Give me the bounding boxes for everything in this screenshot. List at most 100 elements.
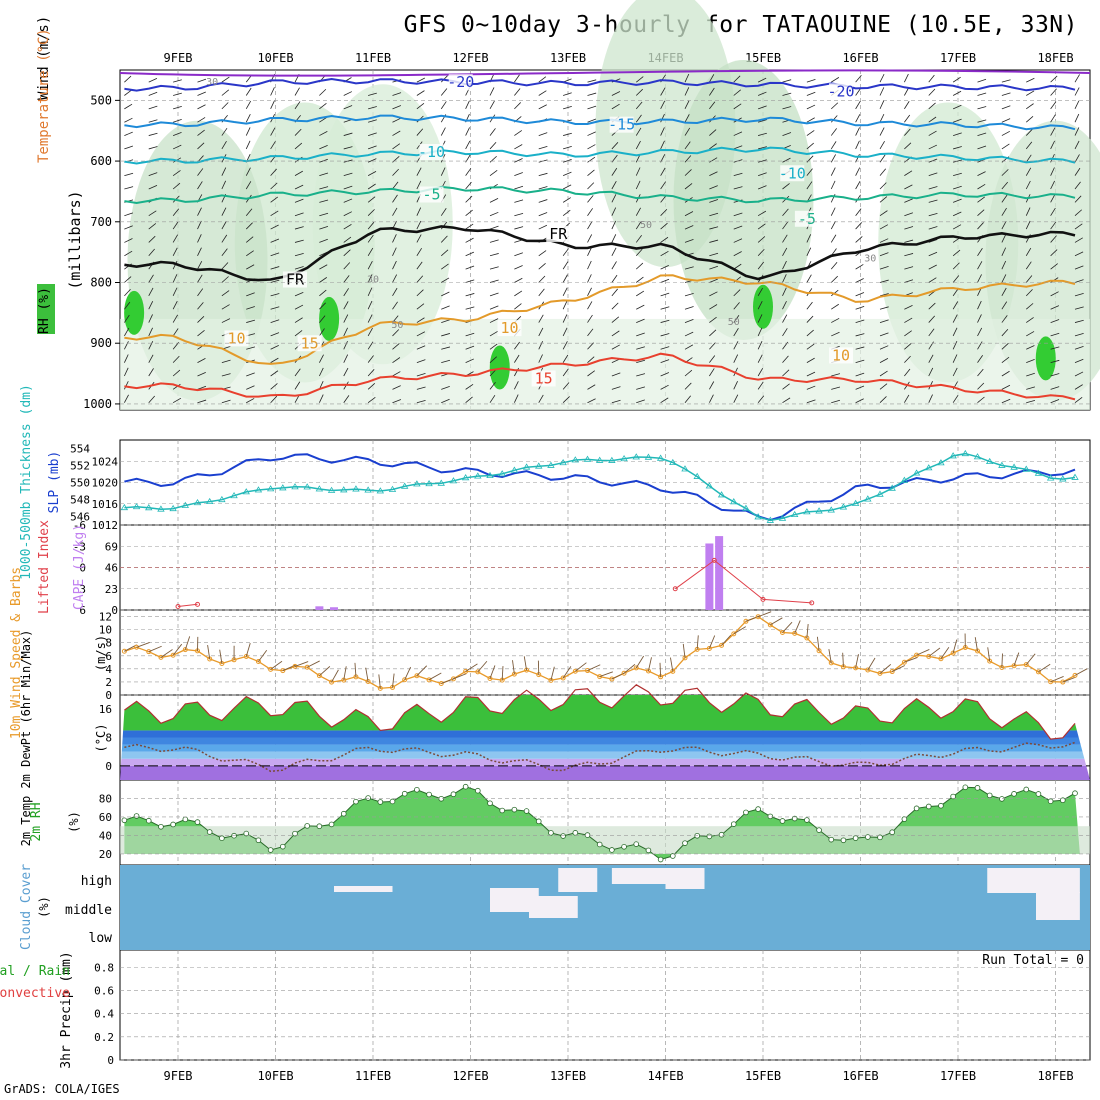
wind-barb [635, 167, 641, 176]
wind-barb [928, 212, 938, 217]
wind-barb [1050, 305, 1060, 310]
wind-barb [952, 327, 958, 337]
wind-barb [416, 102, 425, 110]
wind-barb [1074, 127, 1080, 136]
ytick-label: 1020 [92, 477, 119, 490]
wind-barb [416, 289, 424, 297]
ytick-label: 2 [105, 676, 112, 689]
wind-barb [465, 140, 471, 150]
wind-barb [684, 211, 694, 217]
thickness-marker [790, 510, 799, 518]
wind-barb [343, 354, 349, 363]
wind-barb [709, 143, 717, 150]
wind-barb [636, 346, 645, 350]
side-label-rh: RH (%) [37, 287, 52, 334]
wind-barb [489, 330, 498, 337]
wind-barb [709, 381, 715, 390]
rh-point [889, 829, 895, 836]
ytick-label: 0.6 [94, 985, 114, 998]
wind-barb [1074, 181, 1081, 190]
wind-barb [392, 234, 397, 243]
wind-barb [1001, 234, 1007, 243]
thickness-marker [925, 464, 933, 471]
wind-barb [416, 77, 426, 83]
wind-barb [563, 145, 572, 150]
wind-barb [148, 287, 154, 297]
wind-barb [148, 210, 157, 217]
wind-barb [246, 346, 256, 350]
wind-barb [660, 113, 665, 123]
rh-point [596, 841, 603, 848]
wind-barb [392, 194, 398, 203]
wind-barb [660, 359, 670, 364]
wind-barb [806, 91, 816, 96]
wind-barb [952, 367, 958, 377]
wind-barb [757, 77, 767, 83]
wind-barb [221, 290, 230, 297]
y-axis-unit-temp2m: (°C) [94, 724, 108, 753]
wind-barb [904, 212, 914, 217]
wind-barb [441, 319, 450, 323]
date-label-bottom: 9FEB [164, 1069, 193, 1083]
wind-barb [611, 372, 621, 377]
wind-barb [977, 183, 986, 190]
wind-barb [806, 130, 815, 136]
wind-barb [367, 261, 373, 270]
wind-barb [977, 209, 985, 217]
wind-barb [172, 274, 178, 283]
wind-barb [221, 248, 228, 257]
wind-barb [270, 266, 280, 270]
wind-barb [294, 87, 300, 96]
wind-barb [294, 142, 303, 150]
wind-barb [416, 207, 422, 216]
wind-speed-point [182, 647, 188, 653]
wind-barb [830, 275, 838, 283]
rh-point [670, 853, 676, 859]
rh-high-patch [489, 345, 510, 390]
wind-barb [1001, 342, 1009, 350]
wind-barb [538, 354, 543, 363]
wind-barb [709, 239, 719, 243]
wind-speed-point [865, 667, 871, 673]
wind-barb-10m [816, 636, 820, 651]
wind-barb [148, 314, 153, 323]
wind-barb-10m [855, 654, 859, 668]
isotherm-label: 10 [227, 329, 245, 347]
wind-barb [489, 343, 498, 350]
wind-barb [392, 117, 401, 123]
wind-barb [1025, 154, 1032, 163]
isotherm-label-bg [419, 144, 444, 160]
thickness-marker [425, 479, 433, 487]
ytick-label: 1016 [92, 498, 119, 511]
wind-barb [830, 262, 838, 270]
wind-barb [124, 186, 134, 190]
ytick-label: 552 [70, 460, 90, 473]
thickness-marker [851, 499, 860, 506]
wind-barb [977, 314, 982, 323]
wind-barb-10m [708, 635, 716, 649]
wind-barb [319, 354, 324, 363]
wind-barb [221, 76, 230, 83]
wind-barb [441, 359, 451, 364]
wind-barb [1050, 319, 1060, 323]
wind-barb [392, 274, 398, 283]
wind-barb-10m [477, 660, 488, 673]
wind-barb [294, 291, 304, 297]
thickness-marker [303, 483, 311, 490]
wind-barb [952, 301, 959, 310]
isotherm-label: 10 [832, 346, 850, 364]
wind-barb [441, 333, 451, 337]
wind-barb [367, 158, 377, 163]
wind-barb [660, 292, 670, 297]
wind-barb [1025, 303, 1034, 310]
wind-speed-point [255, 658, 261, 664]
ytick-label: 0 [79, 562, 86, 575]
wind-barb [733, 381, 738, 390]
wind-barb [733, 341, 739, 350]
ytick-label: 6 [105, 650, 112, 663]
wind-barb [173, 105, 182, 110]
wind-barb [294, 128, 302, 136]
wind-barb-10m [219, 649, 223, 664]
rh-point [938, 802, 944, 809]
wind-barb [367, 247, 374, 256]
